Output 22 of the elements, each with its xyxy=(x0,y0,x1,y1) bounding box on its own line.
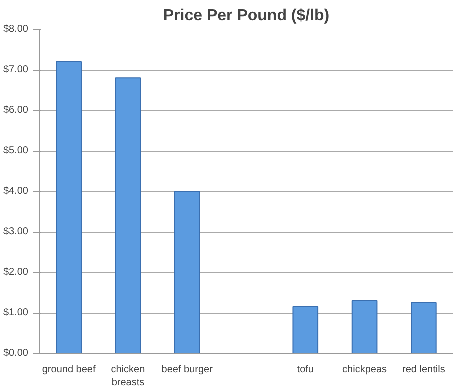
y-tick-label: $1.00 xyxy=(3,308,29,318)
y-tick-label: $7.00 xyxy=(3,64,29,76)
y-tick-label: $8.00 xyxy=(3,24,29,35)
y-tick-label: $4.00 xyxy=(3,186,29,197)
bar xyxy=(352,300,378,354)
y-tick-label: $2.00 xyxy=(3,267,29,278)
x-tick-label: beef burger xyxy=(162,364,214,376)
bar xyxy=(115,78,142,354)
bar xyxy=(56,61,82,354)
y-tick-label: $5.00 xyxy=(3,146,29,156)
bar xyxy=(292,306,319,354)
y-tick-label: $3.00 xyxy=(3,226,29,238)
x-tick-label: ground beef xyxy=(42,364,96,376)
chart-title: Price Per Pound ($/lb) xyxy=(163,8,330,24)
x-tick-label: chicken breasts xyxy=(111,364,146,389)
bar xyxy=(174,191,200,354)
x-tick-label: tofu xyxy=(297,364,314,376)
bar xyxy=(411,302,437,354)
x-tick-label: chickpeas xyxy=(342,364,388,376)
y-tick-label: $6.00 xyxy=(3,105,29,116)
y-tick-label: $0.00 xyxy=(3,348,29,359)
x-tick-label: red lentils xyxy=(402,364,446,376)
